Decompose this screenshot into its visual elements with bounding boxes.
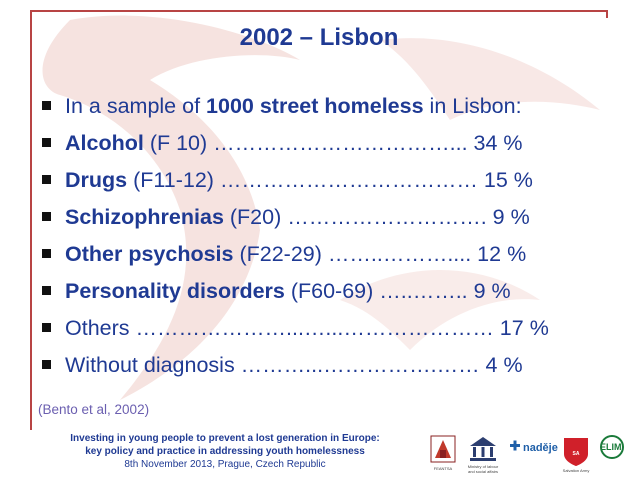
- salvation-army-label: Salvation Army: [562, 468, 590, 473]
- elim-label: ELIM: [600, 442, 622, 452]
- bullet-item-alcohol: Alcohol (F 10) ……………………………... 34 %: [42, 128, 622, 165]
- citation: (Bento et al, 2002): [38, 402, 150, 417]
- bullet-item-sample: In a sample of 1000 street homeless in L…: [42, 91, 622, 128]
- bullet-item-without-diagnosis: Without diagnosis ………...…………….…… 4 %: [42, 350, 622, 387]
- nadeje-label: nadějе: [523, 442, 558, 454]
- footer-line-1: Investing in young people to prevent a l…: [70, 433, 380, 444]
- frame-left-line: [30, 10, 32, 430]
- bullet-square-icon: [42, 211, 51, 221]
- ministry-label: Ministry of labour and social affairs: [467, 464, 499, 474]
- feantsa-label: FEANTSA: [433, 466, 453, 471]
- bullet-square-icon: [42, 137, 51, 147]
- elim-logo-icon: [600, 435, 624, 459]
- bullet-square-icon: [42, 322, 51, 332]
- bullet-square-icon: [42, 174, 51, 184]
- footer: Investing in young people to prevent a l…: [60, 432, 390, 471]
- frame-right-tick: [606, 10, 608, 18]
- bullet-list: In a sample of 1000 street homeless in L…: [42, 91, 622, 387]
- bullet-square-icon: [42, 359, 51, 369]
- bullet-square-icon: [42, 285, 51, 295]
- bullet-square-icon: [42, 248, 51, 258]
- feantsa-logo-icon: [430, 435, 456, 463]
- ministry-logo-icon: [470, 437, 496, 461]
- slide-title: 2002 – Lisbon: [239, 24, 399, 51]
- svg-text:SA: SA: [573, 451, 580, 457]
- bullet-item-schizophrenias: Schizophrenias (F20) ………………………. 9 %: [42, 202, 622, 239]
- bullet-item-others: Others …………………...…...………………… 17 %: [42, 313, 622, 350]
- footer-line-2: key policy and practice in addressing yo…: [85, 446, 365, 457]
- salvation-army-logo-icon: SA: [564, 438, 588, 466]
- nadeje-logo-icon: [510, 440, 520, 451]
- logo-strip: FEANTSA Ministry of labour and social af…: [428, 434, 628, 474]
- frame-top-line: [30, 10, 608, 12]
- footer-line-3: 8th November 2013, Prague, Czech Republi…: [124, 459, 326, 470]
- bullet-square-icon: [42, 100, 51, 110]
- bullet-item-personality-disorders: Personality disorders (F60-69) …..…….. 9…: [42, 276, 622, 313]
- bullet-item-other-psychosis: Other psychosis (F22-29) ……..……….... 12 …: [42, 239, 622, 276]
- bullet-item-drugs: Drugs (F11-12) ……………………………… 15 %: [42, 165, 622, 202]
